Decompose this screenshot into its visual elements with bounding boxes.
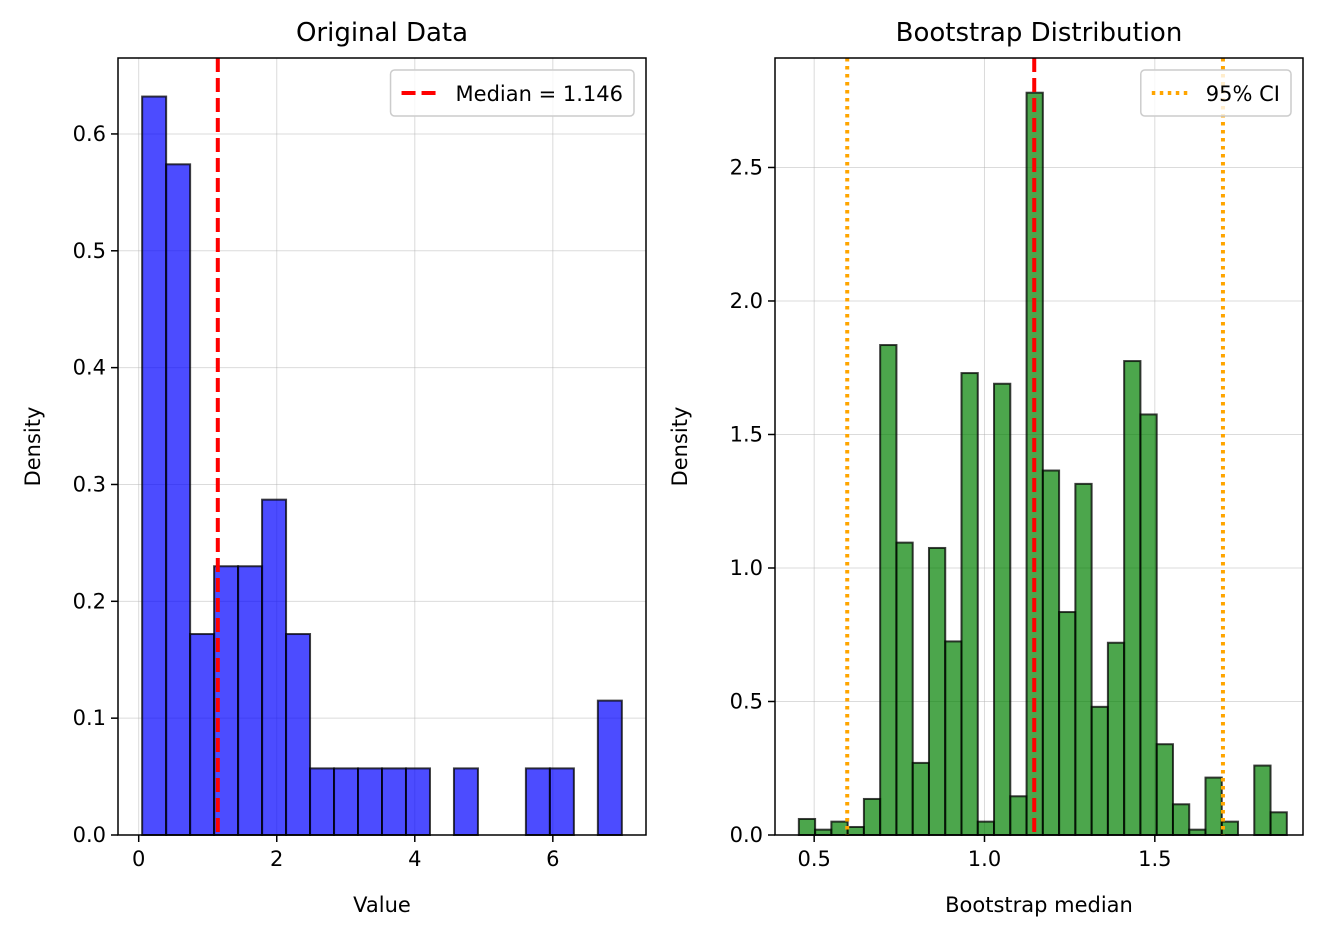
y-tick-label: 0.3 — [73, 472, 106, 496]
histogram-bar — [862, 797, 882, 837]
y-tick-label: 0.0 — [73, 823, 106, 847]
histogram-bar — [189, 633, 216, 836]
reference-lines — [845, 58, 1225, 835]
histogram-bar — [285, 633, 312, 836]
y-tick-label: 0.0 — [730, 823, 763, 847]
histogram-bar — [1009, 795, 1028, 837]
y-tick-label: 2.0 — [730, 289, 763, 313]
y-tick-label: 0.1 — [73, 706, 106, 730]
x-tick-label: 0.5 — [797, 847, 830, 871]
histogram-bar — [960, 372, 979, 836]
x-axis-label: Value — [353, 893, 411, 917]
histogram-bar — [524, 767, 551, 837]
chart-title: Original Data — [296, 18, 468, 48]
histogram-bar — [309, 767, 336, 837]
histogram-bar — [830, 820, 849, 836]
y-axis-label: Density — [21, 407, 45, 487]
panel-original-data: 0 2 4 60.00.10.20.30.40.50.6 Original Data … — [21, 18, 647, 917]
histogram-bar — [797, 817, 817, 836]
x-tick-label: 4 — [408, 847, 421, 871]
legend: 95% CI — [1140, 69, 1292, 117]
histogram-bars — [797, 91, 1288, 837]
histogram-bar — [1090, 705, 1109, 836]
histogram-bar — [596, 699, 623, 837]
histogram-bar — [1074, 482, 1093, 836]
histogram-bar — [1171, 803, 1191, 837]
x-tick-label: 0 — [132, 847, 145, 871]
y-axis-label: Density — [668, 407, 692, 487]
histogram-bar — [548, 767, 575, 837]
histogram-bar — [141, 95, 168, 836]
panel-bootstrap-distribution: 0.5 1.0 1.5 0.0 0.5 1.0 1.5 2.0 2.5 Bootstrap Di… — [668, 18, 1304, 917]
x-tick-label: 2 — [270, 847, 283, 871]
histogram-bar — [944, 640, 963, 837]
x-axis-label: Bootstrap median — [945, 893, 1133, 917]
plot-frame — [117, 57, 647, 836]
histogram-bar — [993, 382, 1012, 836]
histogram-bar — [404, 767, 431, 837]
chart-title: Bootstrap Distribution — [896, 18, 1183, 48]
histogram-bar — [1253, 764, 1272, 837]
x-tick-label: 1.0 — [968, 847, 1001, 871]
histogram-bar — [911, 761, 930, 837]
legend-label: Median = 1.146 — [456, 82, 623, 106]
y-tick-label: 0.4 — [73, 356, 106, 380]
y-tick-label: 0.5 — [73, 239, 106, 263]
histogram-bar — [1106, 641, 1126, 836]
x-tick-label: 6 — [546, 847, 559, 871]
y-tick-label: 1.0 — [730, 556, 763, 580]
y-tick-label: 2.5 — [730, 155, 763, 179]
histogram-bar — [1041, 469, 1061, 836]
histogram-bar — [1269, 811, 1288, 837]
histogram-bar — [1058, 611, 1077, 836]
legend: Median = 1.146 — [389, 69, 635, 117]
histogram-bar — [452, 767, 479, 837]
y-tick-label: 0.6 — [73, 122, 106, 146]
ticks: 0.5 1.0 1.5 0.0 0.5 1.0 1.5 2.0 2.5 — [730, 155, 1172, 871]
y-tick-label: 0.5 — [730, 689, 763, 713]
histogram-bar — [237, 565, 264, 837]
plot-frame — [774, 57, 1304, 836]
histogram-bar — [165, 163, 192, 837]
histogram-bar — [1155, 743, 1174, 836]
x-tick-label: 1.5 — [1138, 847, 1171, 871]
histogram-bar — [1204, 776, 1223, 836]
histogram-bar — [333, 767, 360, 837]
histogram-bar — [1188, 828, 1207, 836]
histogram-bars — [141, 95, 623, 837]
y-tick-label: 0.2 — [73, 589, 106, 613]
histogram-bar — [1123, 360, 1142, 836]
histogram-bar — [261, 498, 288, 836]
histogram-bar — [357, 767, 383, 837]
y-tick-label: 1.5 — [730, 422, 763, 446]
ticks: 0 2 4 6 0.0 0.1 0.2 0.3 0.4 0.5 0.6 — [73, 122, 560, 871]
legend-box — [1140, 69, 1292, 117]
legend-label: 95% CI — [1206, 82, 1280, 106]
histogram-bar — [976, 820, 996, 836]
histogram-bar — [381, 767, 407, 837]
histogram-bar — [879, 344, 898, 836]
histogram-bar — [846, 825, 865, 836]
histogram-bar — [814, 828, 833, 836]
histogram-bar — [927, 546, 947, 836]
histogram-bar — [895, 541, 914, 836]
legend-box — [389, 69, 635, 117]
histogram-bar — [1139, 413, 1158, 836]
